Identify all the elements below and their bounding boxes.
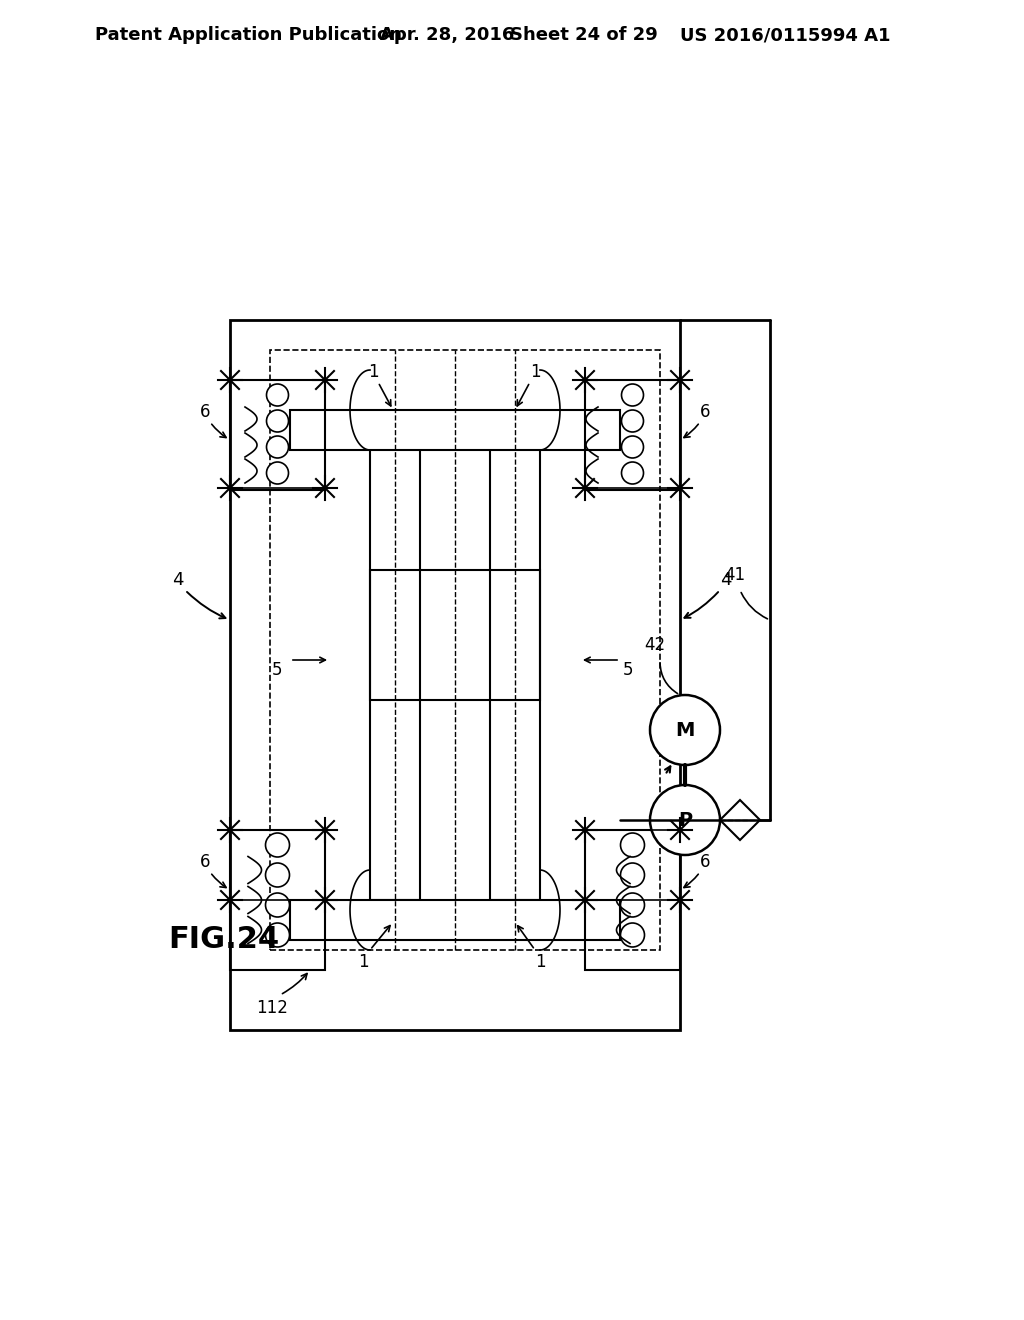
Circle shape <box>622 462 643 484</box>
Circle shape <box>265 894 290 917</box>
Text: 1: 1 <box>368 363 378 381</box>
Bar <box>270 350 660 950</box>
Text: US 2016/0115994 A1: US 2016/0115994 A1 <box>680 26 891 44</box>
Circle shape <box>266 411 289 432</box>
Bar <box>230 830 325 970</box>
Text: 4: 4 <box>172 572 183 589</box>
Text: Sheet 24 of 29: Sheet 24 of 29 <box>510 26 657 44</box>
Circle shape <box>266 384 289 407</box>
Text: 6: 6 <box>200 403 210 421</box>
Text: 1: 1 <box>357 953 369 972</box>
Text: 6: 6 <box>200 853 210 871</box>
Text: Apr. 28, 2016: Apr. 28, 2016 <box>380 26 514 44</box>
Circle shape <box>266 462 289 484</box>
Text: P: P <box>678 810 692 829</box>
Circle shape <box>650 785 720 855</box>
Polygon shape <box>720 800 760 840</box>
Circle shape <box>265 833 290 857</box>
Text: 5: 5 <box>623 661 633 678</box>
Circle shape <box>265 923 290 946</box>
Text: FIG.24: FIG.24 <box>168 925 280 954</box>
Text: 112: 112 <box>256 999 288 1016</box>
Text: 41: 41 <box>724 566 745 583</box>
Text: 1: 1 <box>535 953 546 972</box>
Bar <box>585 380 680 490</box>
Bar <box>290 900 620 940</box>
Text: 6: 6 <box>699 403 711 421</box>
Bar <box>370 570 540 700</box>
Text: 1: 1 <box>529 363 541 381</box>
Circle shape <box>621 894 644 917</box>
Circle shape <box>650 696 720 766</box>
Circle shape <box>621 923 644 946</box>
Circle shape <box>622 436 643 458</box>
Circle shape <box>622 384 643 407</box>
Text: M: M <box>675 721 694 739</box>
Circle shape <box>265 863 290 887</box>
Text: 5: 5 <box>271 661 282 678</box>
Bar <box>585 830 680 970</box>
Bar <box>230 319 680 1030</box>
Bar <box>290 411 620 450</box>
Text: 6: 6 <box>699 853 711 871</box>
Circle shape <box>621 833 644 857</box>
Text: 4: 4 <box>720 572 732 589</box>
Bar <box>490 440 540 900</box>
Circle shape <box>266 436 289 458</box>
Text: Patent Application Publication: Patent Application Publication <box>95 26 402 44</box>
Bar <box>230 380 325 490</box>
Bar <box>370 440 420 900</box>
Circle shape <box>621 863 644 887</box>
Circle shape <box>622 411 643 432</box>
Text: 42: 42 <box>644 636 666 653</box>
